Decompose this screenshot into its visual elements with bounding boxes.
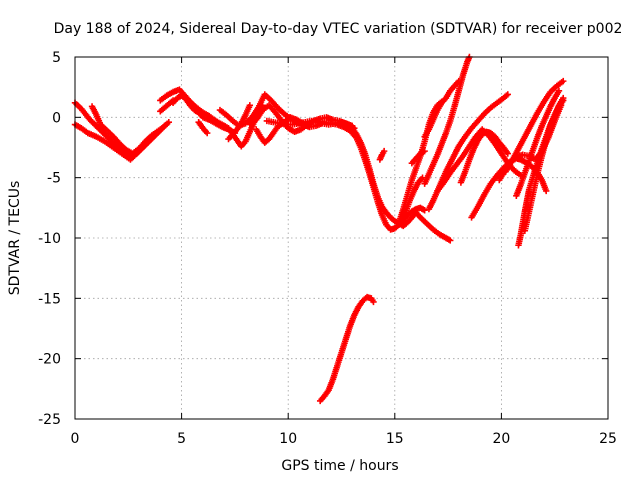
series-arc-f: [157, 97, 177, 115]
series-arc-k2: [376, 147, 388, 163]
series-arc-f2: [195, 118, 211, 137]
x-tick-label: 20: [492, 431, 510, 447]
series-arc-n: [397, 174, 426, 227]
series-arc-k: [348, 124, 454, 244]
series-arc-y: [513, 87, 563, 199]
y-tick-label: -15: [38, 291, 61, 307]
data-point: [560, 97, 567, 104]
data-point: [421, 207, 428, 214]
series-arc-p: [425, 91, 511, 213]
data-point: [504, 150, 511, 157]
y-tick-label: -10: [38, 231, 61, 247]
chart-title: Day 188 of 2024, Sidereal Day-to-day VTE…: [54, 21, 623, 37]
y-tick-label: -25: [38, 412, 61, 428]
series-arc-q: [421, 77, 462, 140]
series-arc-e: [169, 92, 239, 137]
data-point: [161, 122, 168, 129]
data-point: [370, 298, 377, 306]
series-arc-l: [316, 293, 377, 405]
axis-ticks: [74, 56, 609, 420]
data-point: [555, 87, 563, 94]
data-point: [380, 147, 388, 155]
data-point: [447, 237, 454, 244]
x-tick-labels: 0 5 10 15 20 25: [71, 431, 617, 447]
series-arc-h: [246, 102, 356, 136]
x-tick-label: 5: [177, 431, 186, 447]
data-point: [542, 187, 550, 195]
data-point: [203, 129, 211, 137]
series-arc-i2: [225, 102, 254, 143]
series-arc-o: [421, 53, 473, 187]
series-arc-x: [521, 97, 567, 234]
y-tick-label: 5: [52, 50, 61, 66]
y-tick-label: -20: [38, 352, 61, 368]
series-arc-s: [457, 128, 511, 186]
grid-lines: [75, 57, 608, 419]
data-point: [421, 147, 428, 155]
series-arc-v: [502, 77, 567, 175]
y-tick-label: -5: [47, 171, 61, 187]
x-tick-label: 25: [599, 431, 617, 447]
series-arc-c: [88, 103, 164, 157]
data-point: [157, 126, 164, 133]
data-points: [71, 53, 567, 405]
x-tick-label: 0: [71, 431, 80, 447]
data-point: [504, 91, 511, 98]
y-tick-label: 0: [52, 110, 61, 126]
x-tick-label: 15: [386, 431, 404, 447]
data-point: [165, 118, 173, 126]
data-point: [306, 123, 313, 131]
x-tick-label: 10: [279, 431, 297, 447]
data-point: [455, 77, 462, 85]
y-axis-label: SDTVAR / TECUs: [7, 181, 23, 296]
data-point: [560, 77, 567, 85]
data-point: [169, 97, 177, 104]
series-arc-z: [408, 147, 428, 167]
y-tick-labels: 5 0 -5 -10 -15 -20 -25: [38, 50, 61, 428]
x-axis-label: GPS time / hours: [281, 458, 398, 474]
series-arc-w: [515, 94, 567, 249]
data-point: [246, 102, 254, 109]
